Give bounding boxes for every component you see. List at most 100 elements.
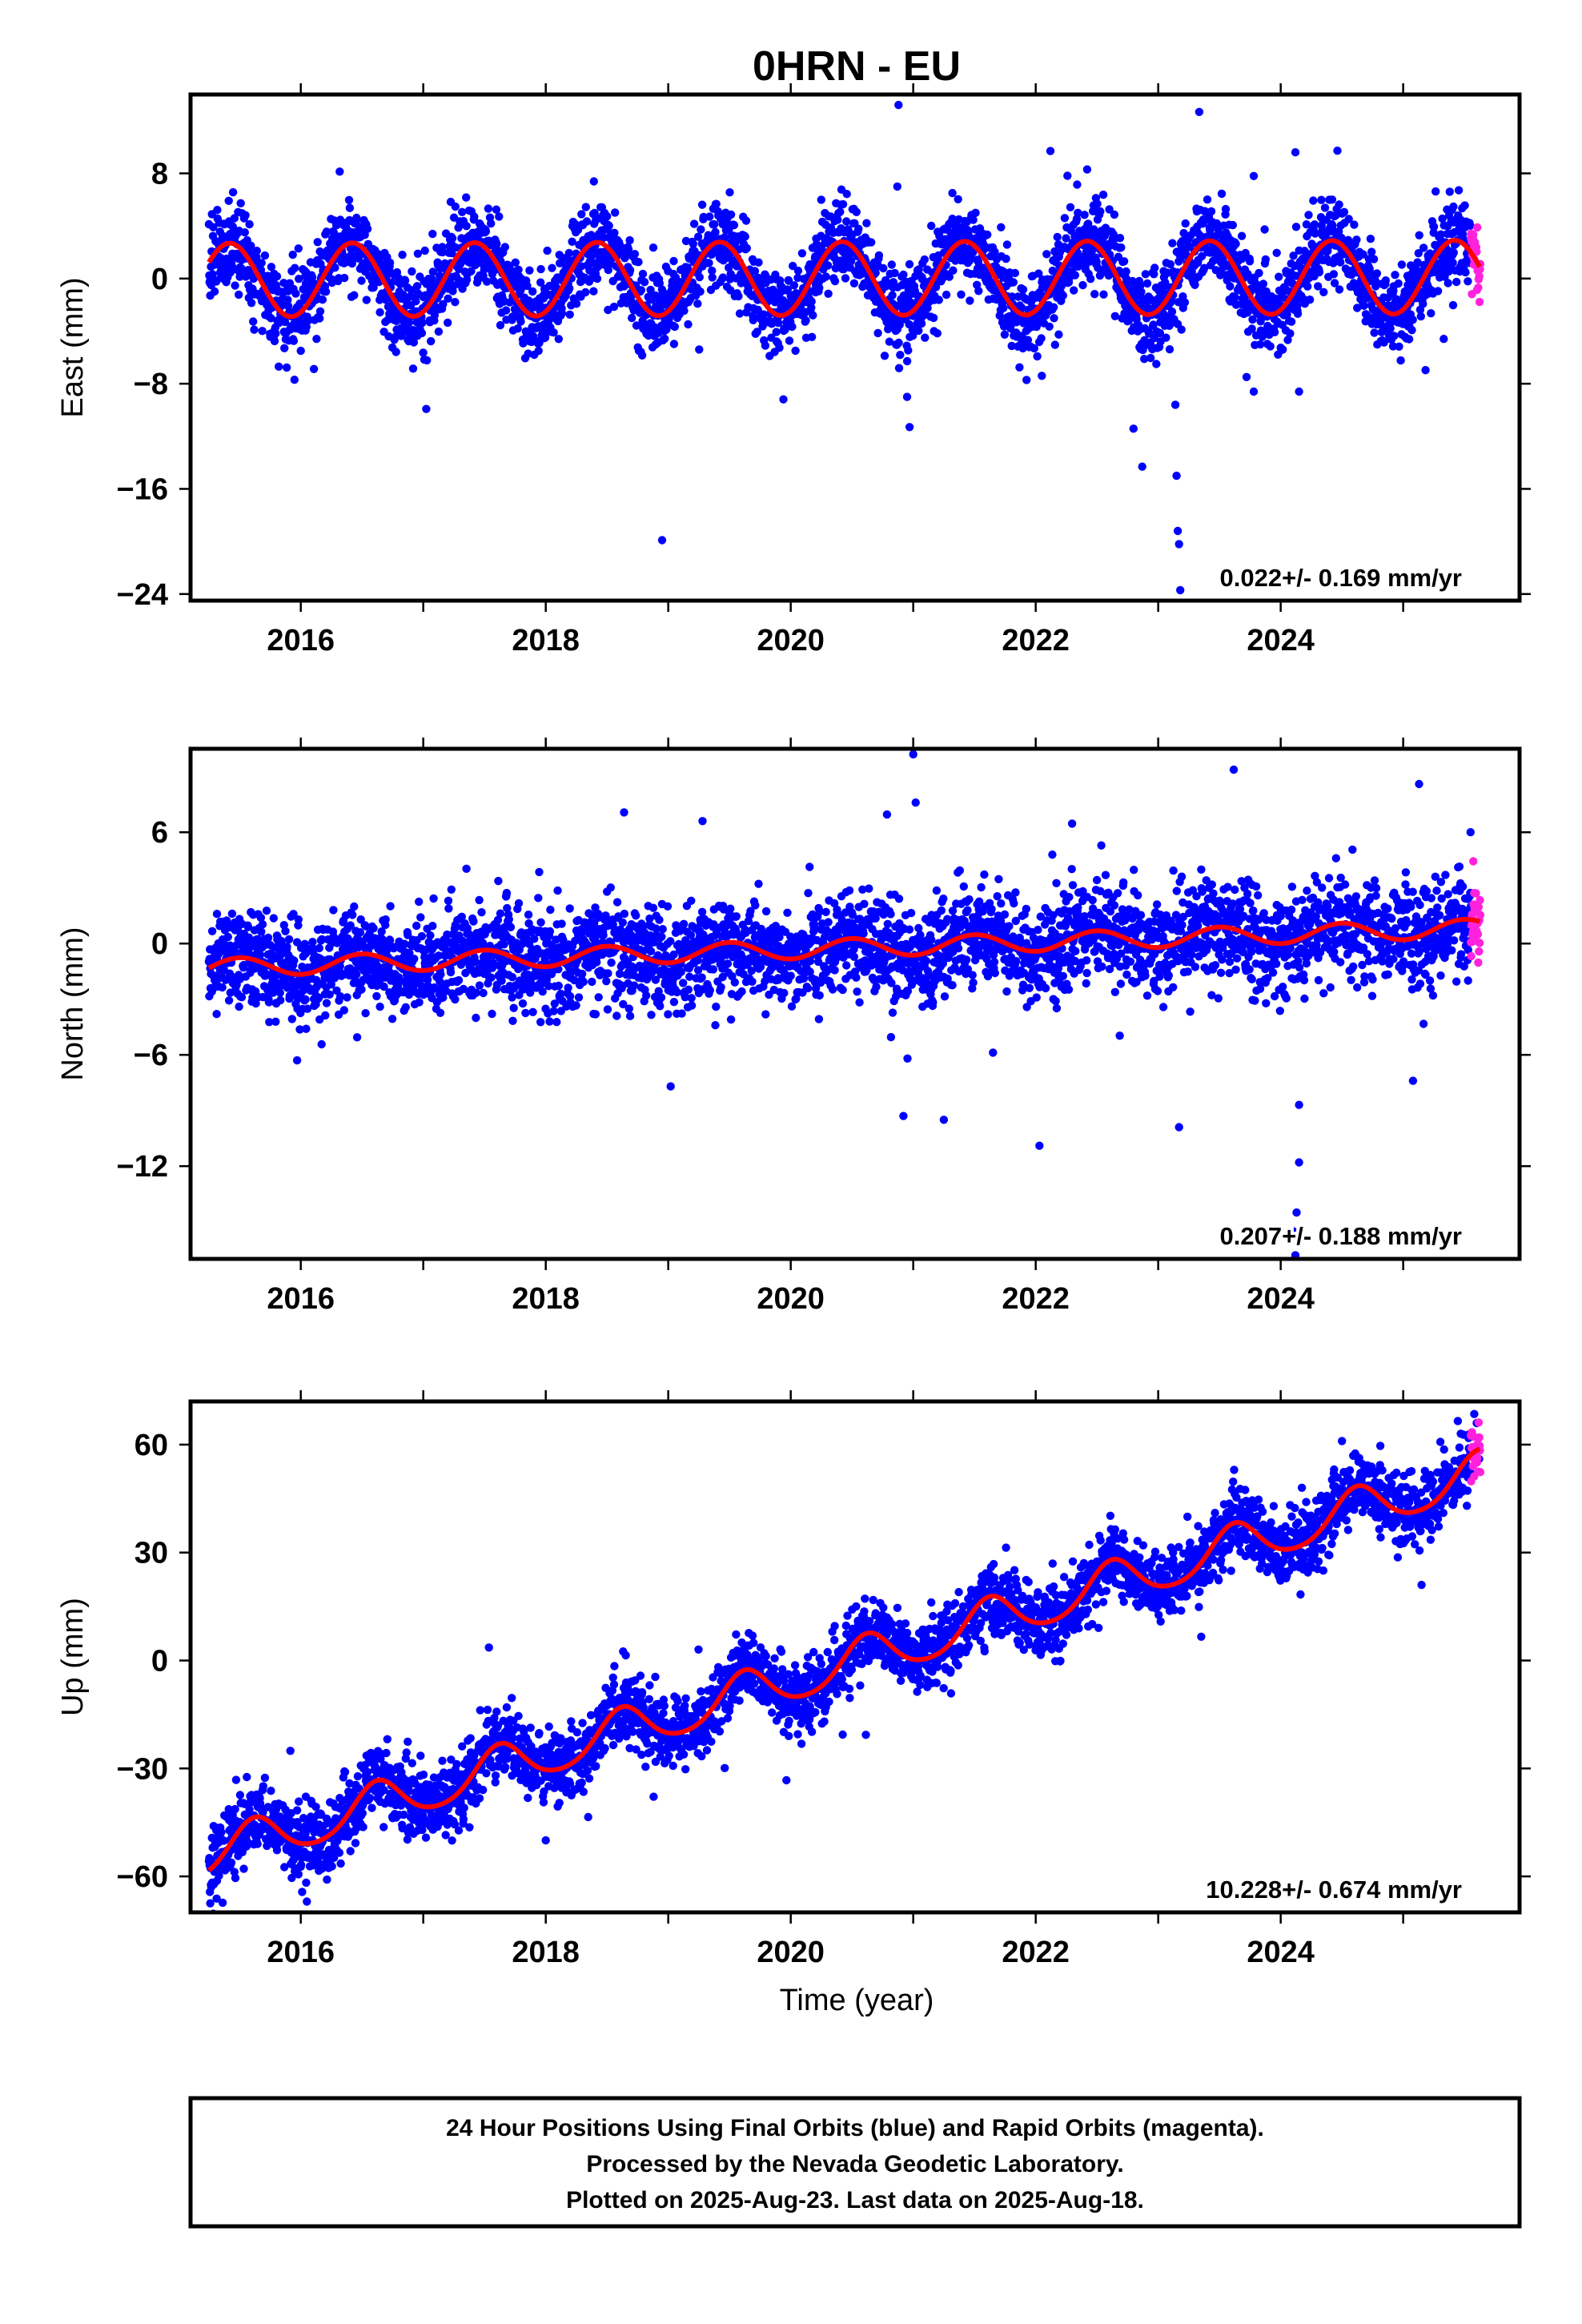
final-point: [496, 320, 505, 330]
final-point: [315, 307, 325, 316]
final-point: [416, 913, 425, 922]
final-point: [536, 918, 545, 927]
final-point: [809, 311, 817, 320]
final-point: [1142, 279, 1152, 288]
final-point: [340, 273, 349, 283]
final-point: [308, 938, 317, 947]
final-point: [372, 991, 381, 1001]
y-tick-label: −8: [134, 368, 168, 401]
final-point: [1150, 263, 1159, 272]
final-point: [502, 888, 512, 898]
final-point: [315, 943, 323, 953]
final-point: [565, 904, 574, 913]
final-point: [603, 1005, 612, 1014]
final-point: [669, 340, 679, 348]
final-point: [552, 1018, 561, 1027]
final-point: [705, 212, 714, 221]
final-point: [610, 228, 619, 237]
final-point: [1037, 334, 1046, 343]
final-point: [656, 1002, 665, 1011]
final-point: [646, 947, 656, 956]
final-point: [410, 955, 419, 963]
final-point: [1255, 340, 1265, 349]
final-point: [894, 364, 904, 372]
final-point: [589, 287, 598, 296]
final-point: [917, 319, 926, 328]
final-point: [664, 1010, 673, 1019]
final-point: [483, 277, 492, 286]
final-point: [942, 290, 951, 300]
final-point: [578, 969, 587, 979]
final-point: [1049, 303, 1058, 312]
final-point: [444, 294, 452, 303]
final-point: [301, 995, 310, 1004]
final-point: [931, 283, 941, 292]
final-point: [1414, 249, 1423, 258]
final-point: [315, 314, 324, 323]
final-point: [969, 215, 978, 224]
final-point: [362, 296, 371, 304]
final-point: [905, 259, 914, 269]
final-point: [1287, 317, 1296, 326]
final-point: [807, 304, 816, 312]
final-point: [434, 327, 444, 336]
final-point: [1335, 200, 1343, 209]
final-point: [647, 1011, 656, 1019]
final-point: [1466, 221, 1475, 230]
final-point: [295, 275, 303, 283]
final-point: [821, 272, 830, 281]
final-point: [516, 317, 525, 326]
final-point: [1080, 211, 1089, 219]
final-point: [345, 203, 355, 212]
final-point: [1381, 276, 1391, 285]
final-point: [842, 217, 851, 226]
final-point: [1449, 248, 1459, 257]
final-point: [1359, 250, 1367, 259]
final-point: [589, 177, 598, 186]
final-point: [304, 316, 313, 325]
final-point: [361, 1009, 370, 1018]
final-point: [582, 217, 592, 226]
east-final-series: [204, 100, 1476, 595]
final-point: [697, 200, 707, 209]
final-point: [1010, 268, 1020, 278]
final-point: [1394, 279, 1403, 288]
final-point: [1122, 267, 1130, 276]
final-point: [1366, 235, 1375, 243]
final-point: [290, 956, 299, 965]
final-point: [1000, 330, 1010, 339]
final-point: [1286, 329, 1295, 338]
final-point: [1042, 250, 1051, 259]
final-point: [852, 207, 861, 216]
final-point: [1369, 255, 1379, 263]
final-point: [284, 302, 293, 311]
final-point: [920, 255, 930, 264]
final-point: [1237, 231, 1247, 240]
final-point: [581, 203, 590, 211]
final-point: [487, 973, 496, 982]
final-point: [212, 1010, 221, 1019]
final-point: [525, 266, 534, 275]
outlier-point: [275, 362, 283, 371]
final-point: [693, 232, 703, 241]
final-point: [588, 977, 596, 987]
final-point: [726, 286, 735, 295]
final-point: [1353, 304, 1362, 312]
final-point: [572, 300, 581, 308]
final-point: [1330, 279, 1339, 287]
final-point: [1098, 191, 1108, 199]
final-point: [634, 258, 643, 267]
final-point: [933, 329, 942, 338]
final-point: [1066, 203, 1075, 211]
final-point: [1275, 272, 1283, 281]
final-point: [237, 993, 247, 1002]
final-point: [1415, 231, 1423, 239]
final-point: [788, 322, 797, 332]
final-point: [1433, 287, 1443, 296]
final-point: [1129, 424, 1138, 433]
final-point: [451, 995, 460, 1004]
final-point: [385, 258, 395, 267]
final-point: [824, 261, 833, 270]
final-point: [1329, 270, 1339, 279]
final-point: [949, 266, 958, 275]
